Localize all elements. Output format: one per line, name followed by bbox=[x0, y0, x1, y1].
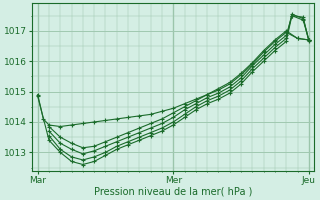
X-axis label: Pression niveau de la mer( hPa ): Pression niveau de la mer( hPa ) bbox=[94, 187, 252, 197]
